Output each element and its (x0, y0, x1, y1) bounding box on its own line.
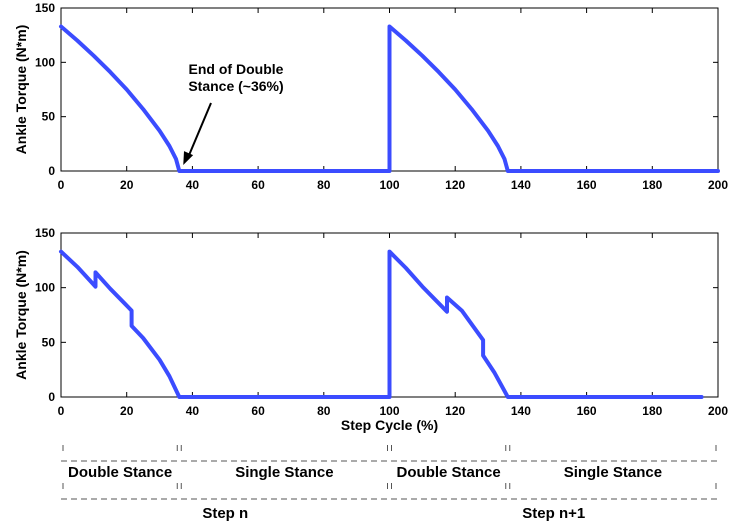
y-tick-label: 150 (35, 226, 55, 240)
x-tick-label: 20 (120, 178, 134, 192)
x-tick-label: 180 (642, 178, 662, 192)
torque-series-line (59, 249, 704, 399)
x-tick-label: 0 (58, 178, 65, 192)
y-tick-label: 150 (35, 1, 55, 15)
plot-marks (59, 7, 720, 173)
phase-label: Double Stance (68, 464, 172, 481)
y-tick-label: 50 (42, 110, 56, 124)
x-tick-label: 140 (511, 178, 531, 192)
x-tick-label: 160 (577, 404, 597, 418)
x-tick-label: 160 (577, 178, 597, 192)
phase-label: Step n (202, 505, 248, 522)
x-tick-labels: 0 20 40 60 80 100 120 140 160 180 200 (58, 178, 729, 192)
annotation-line-1: End of Double (189, 61, 284, 77)
x-tick-label: 180 (642, 404, 662, 418)
y-tick-labels: 0 50 100 150 (35, 226, 55, 404)
y-axis-label: Ankle Torque (N*m) (13, 250, 29, 380)
y-tick-labels: 0 50 100 150 (35, 1, 55, 178)
phase-label: Double Stance (397, 464, 501, 481)
x-tick-label: 120 (445, 178, 465, 192)
x-tick-label: 100 (379, 404, 399, 418)
phase-timeline: Double Stance Single Stance Double Stance S… (61, 445, 718, 522)
phase-label: Single Stance (235, 464, 333, 481)
x-tick-label: 60 (251, 404, 265, 418)
torque-series-line (59, 24, 720, 173)
top-torque-plot: 0 50 100 150 0 20 40 60 80 100 120 140 160 180 200 An… (13, 1, 728, 192)
phase-label: Single Stance (564, 464, 662, 481)
x-tick-label: 100 (379, 178, 399, 192)
y-tick-label: 0 (48, 164, 55, 178)
phase-label: Step n+1 (522, 505, 585, 522)
end-of-double-stance-annotation: End of Double Stance (~36%) (183, 61, 284, 165)
x-tick-label: 40 (186, 178, 200, 192)
x-tick-label: 0 (58, 404, 65, 418)
x-tick-labels: 0 20 40 60 80 100 120 140 160 180 200 (58, 404, 729, 418)
x-tick-label: 200 (708, 178, 728, 192)
x-tick-label: 60 (251, 178, 265, 192)
y-axis-label: Ankle Torque (N*m) (13, 25, 29, 155)
y-tick-label: 100 (35, 55, 55, 69)
x-tick-label: 20 (120, 404, 134, 418)
y-tick-label: 0 (48, 390, 55, 404)
x-tick-label: 200 (708, 404, 728, 418)
x-tick-label: 80 (317, 178, 331, 192)
x-tick-label: 80 (317, 404, 331, 418)
annotation-line-2: Stance (~36%) (188, 78, 283, 94)
plot-marks (59, 232, 719, 399)
x-tick-label: 40 (186, 404, 200, 418)
y-tick-label: 50 (42, 335, 56, 349)
y-tick-label: 100 (35, 281, 55, 295)
x-tick-label: 120 (445, 404, 465, 418)
bottom-torque-plot: 0 50 100 150 0 20 40 60 80 100 120 140 160 180 200 An… (13, 226, 728, 433)
x-tick-label: 140 (511, 404, 531, 418)
annotation-arrowhead (183, 151, 194, 165)
annotation-arrow-shaft (187, 102, 212, 158)
x-axis-label: Step Cycle (%) (341, 417, 438, 433)
